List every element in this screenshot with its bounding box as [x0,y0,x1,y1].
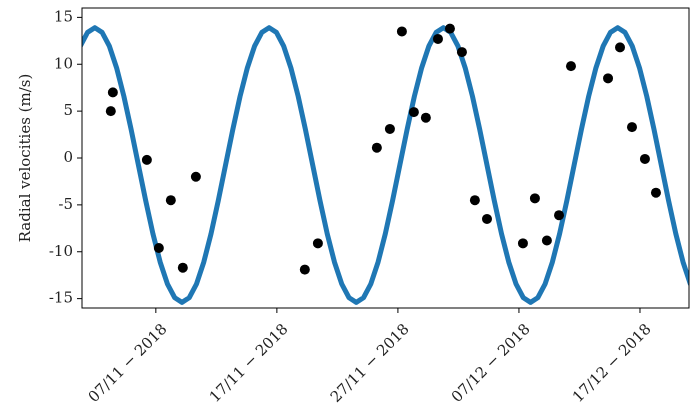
data-point [650,187,661,198]
y-tick-label: 10 [54,54,73,72]
x-tick-label: 17/11 − 2018 [206,320,292,406]
data-point [141,154,152,165]
data-point [105,106,116,117]
y-axis-label: Radial velocities (m/s) [16,74,34,243]
y-tick-label: -5 [58,195,73,213]
data-point [554,210,565,221]
data-point [177,262,188,273]
y-tick-label: -10 [49,242,73,260]
plot-frame [81,7,690,309]
y-tick-label: 15 [54,7,73,25]
data-point [165,195,176,206]
data-point [481,213,492,224]
x-tick-label: 07/12 − 2018 [448,320,534,406]
data-point [603,73,614,84]
data-point [541,235,552,246]
data-point [626,122,637,133]
x-tick-label: 07/11 − 2018 [85,320,171,406]
data-point [432,33,443,44]
data-point [384,123,395,134]
data-point [456,47,467,58]
y-tick-label: -15 [49,289,73,307]
x-tick-label: 17/12 − 2018 [569,320,655,406]
data-point [469,195,480,206]
data-point [444,23,455,34]
data-point [190,171,201,182]
y-tick-label: 5 [63,101,73,119]
data-point [565,61,576,72]
data-point [371,142,382,153]
data-point [299,264,310,275]
data-point [615,42,626,53]
model-line [82,25,689,305]
data-point [420,112,431,123]
plot-area [82,23,689,305]
data-point [517,238,528,249]
data-point [639,153,650,164]
data-point [153,243,164,253]
x-tick-label: 27/11 − 2018 [327,320,413,406]
data-point [312,238,323,249]
data-point [396,26,407,37]
data-point [408,107,419,118]
data-point [107,87,118,98]
data-point [529,193,540,204]
y-tick-label: 0 [63,148,73,166]
